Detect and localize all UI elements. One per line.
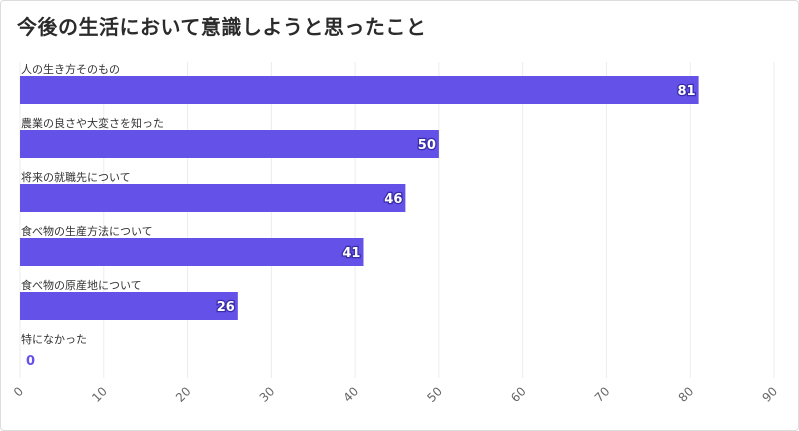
bar (20, 238, 364, 266)
value-label: 0 (26, 354, 35, 369)
value-label: 41 (342, 246, 360, 261)
category-label: 食べ物の原産地について (21, 278, 142, 292)
value-label: 46 (384, 192, 402, 207)
x-tick-label: 40 (341, 384, 362, 405)
category-label: 特になかった (21, 332, 87, 346)
x-tick-label: 70 (592, 384, 613, 405)
value-label: 50 (418, 138, 436, 153)
x-tick-label: 60 (508, 384, 529, 405)
category-label: 農業の良さや大変さを知った (21, 116, 164, 130)
bar (20, 184, 406, 212)
category-label: 将来の就職先について (21, 170, 131, 184)
bar (20, 76, 699, 104)
x-tick-label: 20 (173, 384, 194, 405)
x-tick-label: 50 (424, 384, 445, 405)
chart-title: 今後の生活において意識しようと思ったこと (17, 15, 427, 39)
value-label: 81 (678, 84, 696, 99)
x-tick-label: 30 (257, 384, 278, 405)
bar (20, 292, 238, 320)
value-label: 26 (217, 300, 235, 315)
category-label: 食べ物の生産方法について (21, 224, 153, 238)
x-tick-label: 80 (676, 384, 697, 405)
category-label: 人の生き方そのもの (21, 62, 120, 76)
x-tick-label: 0 (11, 384, 26, 399)
x-tick-label: 10 (89, 384, 110, 405)
bar (20, 130, 439, 158)
x-tick-label: 90 (759, 384, 780, 405)
